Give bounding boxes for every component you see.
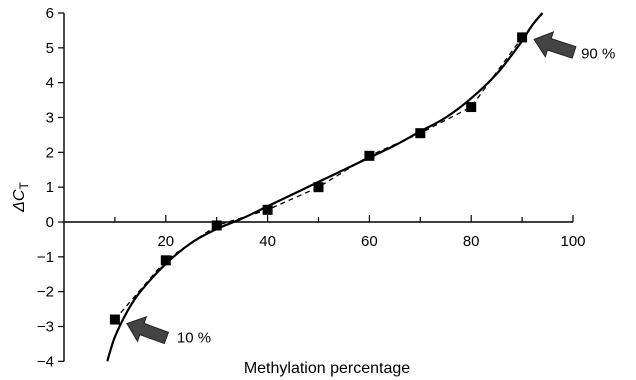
y-axis-title-main: ΔC <box>11 189 28 213</box>
annotation-arrow <box>126 315 170 345</box>
annotation-arrow <box>533 31 577 59</box>
data-point <box>466 102 477 113</box>
y-tick-label: 1 <box>46 179 54 196</box>
y-axis-title: ΔCT <box>11 182 31 213</box>
y-tick-label: 4 <box>46 75 54 92</box>
fit-curve <box>106 12 544 362</box>
y-tick-label: 6 <box>46 5 54 22</box>
markers <box>109 32 528 325</box>
y-tick-label: −4 <box>37 353 54 370</box>
x-tick-label: 80 <box>463 233 480 250</box>
annotations: 10 % 90 % <box>126 31 615 347</box>
data-point <box>211 220 222 231</box>
axes: −4 −3 −2 −1 0 1 2 3 4 5 6 20 40 60 80 100 <box>37 5 586 370</box>
data-point <box>262 204 273 215</box>
x-tick-label: 20 <box>157 233 174 250</box>
y-tick-label: −3 <box>37 319 54 336</box>
curves <box>106 12 544 362</box>
y-tick-label: 5 <box>46 40 54 57</box>
x-tick-label: 100 <box>560 233 585 250</box>
y-tick-label: −1 <box>37 249 54 266</box>
data-point <box>313 182 324 193</box>
dashed-connector-line <box>114 37 523 320</box>
annotation-label: 10 % <box>177 330 211 347</box>
y-tick-label: −2 <box>37 284 54 301</box>
annotation-label: 90 % <box>581 45 615 62</box>
y-tick-label: 3 <box>46 110 54 127</box>
data-point <box>160 255 171 266</box>
y-tick-label: 0 <box>46 214 54 231</box>
x-axis-title: Methylation percentage <box>244 360 410 377</box>
x-tick-label: 60 <box>361 233 378 250</box>
data-point <box>517 32 528 43</box>
data-point <box>415 128 426 139</box>
y-tick-label: 2 <box>46 144 54 161</box>
y-axis-title-sub: T <box>17 182 31 190</box>
data-point <box>109 314 120 325</box>
data-point <box>364 150 375 161</box>
x-tick-label: 40 <box>259 233 276 250</box>
